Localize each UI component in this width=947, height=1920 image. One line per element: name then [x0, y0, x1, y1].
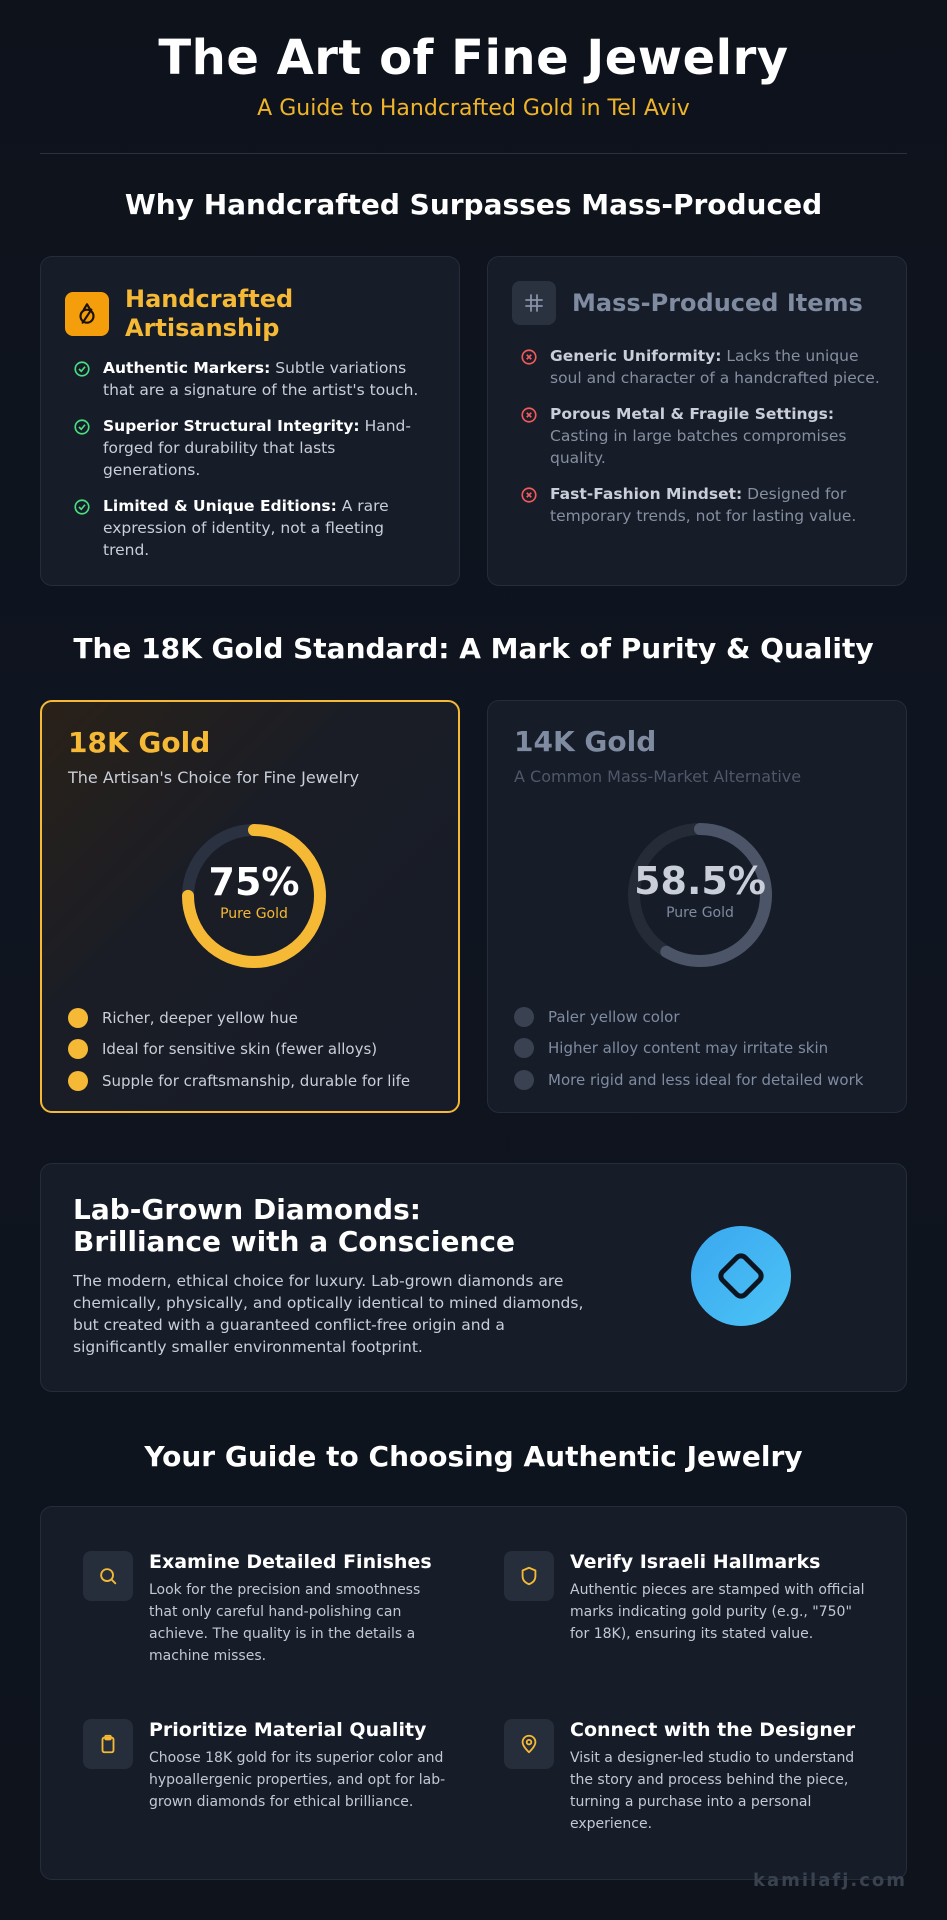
check-circle-icon: [73, 418, 91, 481]
page-subtitle: A Guide to Handcrafted Gold in Tel Aviv: [257, 96, 690, 121]
hand-ring-icon: [65, 292, 109, 336]
location-pin-icon: [504, 1719, 554, 1769]
site-watermark: kamilafj.com: [753, 1870, 907, 1891]
x-circle-icon: [520, 348, 538, 389]
handcrafted-title: Handcrafted Artisanship: [125, 285, 294, 342]
lab-diamonds-text: The modern, ethical choice for luxury. L…: [73, 1272, 584, 1356]
gold-14k-name: 14K Gold: [514, 725, 657, 758]
bullet-dot-icon: [514, 1006, 534, 1027]
x-circle-icon: [520, 406, 538, 469]
mass-produced-title: Mass-Produced Items: [572, 288, 863, 317]
list-item: Porous Metal & Fragile Settings: Casting…: [520, 403, 880, 469]
page-title: The Art of Fine Jewelry: [158, 30, 789, 86]
gold-14k-tagline: A Common Mass-Market Alternative: [514, 767, 802, 786]
check-circle-icon: [73, 360, 91, 401]
gold-18k-purity-ring: [182, 824, 326, 968]
gold-18k-features: Richer, deeper yellow hue Ideal for sens…: [68, 1002, 410, 1097]
list-item: Fast-Fashion Mindset: Designed for tempo…: [520, 483, 880, 527]
list-item: Higher alloy content may irritate skin: [514, 1033, 863, 1065]
list-item: Richer, deeper yellow hue: [68, 1002, 410, 1034]
guide-card: Examine Detailed Finishes Look for the p…: [40, 1506, 907, 1880]
gold-14k-purity-ring: [628, 823, 772, 967]
list-item: Supple for craftsmanship, durable for li…: [68, 1065, 410, 1097]
mass-produced-card: Mass-Produced Items Generic Uniformity: …: [487, 256, 907, 586]
handcrafted-list: Authentic Markers: Subtle variations tha…: [73, 357, 433, 575]
list-item: Superior Structural Integrity: Hand-forg…: [73, 415, 433, 481]
list-item: Generic Uniformity: Lacks the unique sou…: [520, 345, 880, 389]
diamond-icon: [691, 1226, 791, 1326]
list-item: Paler yellow color: [514, 1001, 863, 1033]
magnifier-icon: [83, 1551, 133, 1601]
bullet-dot-icon: [514, 1038, 534, 1059]
gold-18k-purity: 75% Pure Gold: [208, 860, 300, 922]
gold-14k-purity: 58.5% Pure Gold: [634, 859, 766, 921]
gold-14k-card: 14K Gold A Common Mass-Market Alternativ…: [487, 700, 907, 1113]
lab-diamonds-card: Lab-Grown Diamonds: Brilliance with a Co…: [40, 1163, 907, 1392]
clipboard-icon: [83, 1719, 133, 1769]
x-circle-icon: [520, 486, 538, 527]
lab-diamonds-title: Lab-Grown Diamonds: Brilliance with a Co…: [73, 1193, 515, 1258]
comparison-section-title: Why Handcrafted Surpasses Mass-Produced: [124, 188, 823, 221]
list-item: Ideal for sensitive skin (fewer alloys): [68, 1034, 410, 1066]
list-item: Limited & Unique Editions: A rare expres…: [73, 495, 433, 561]
gold-18k-name: 18K Gold: [68, 726, 211, 759]
grid-hash-icon: [512, 281, 556, 325]
header-divider: [40, 153, 907, 154]
check-circle-icon: [73, 498, 91, 561]
handcrafted-card: Handcrafted Artisanship Authentic Marker…: [40, 256, 460, 586]
bullet-dot-icon: [68, 1007, 88, 1028]
bullet-dot-icon: [514, 1069, 534, 1090]
mass-produced-list: Generic Uniformity: Lacks the unique sou…: [520, 345, 880, 541]
gold-section-title: The 18K Gold Standard: A Mark of Purity …: [73, 632, 874, 665]
list-item: More rigid and less ideal for detailed w…: [514, 1064, 863, 1096]
list-item: Authentic Markers: Subtle variations tha…: [73, 357, 433, 401]
gold-14k-features: Paler yellow color Higher alloy content …: [514, 1001, 863, 1096]
bullet-dot-icon: [68, 1039, 88, 1060]
bullet-dot-icon: [68, 1070, 88, 1091]
gold-18k-card: 18K Gold The Artisan's Choice for Fine J…: [40, 700, 460, 1113]
gold-18k-tagline: The Artisan's Choice for Fine Jewelry: [68, 768, 360, 787]
guide-section-title: Your Guide to Choosing Authentic Jewelry: [144, 1440, 803, 1473]
shield-icon: [504, 1551, 554, 1601]
